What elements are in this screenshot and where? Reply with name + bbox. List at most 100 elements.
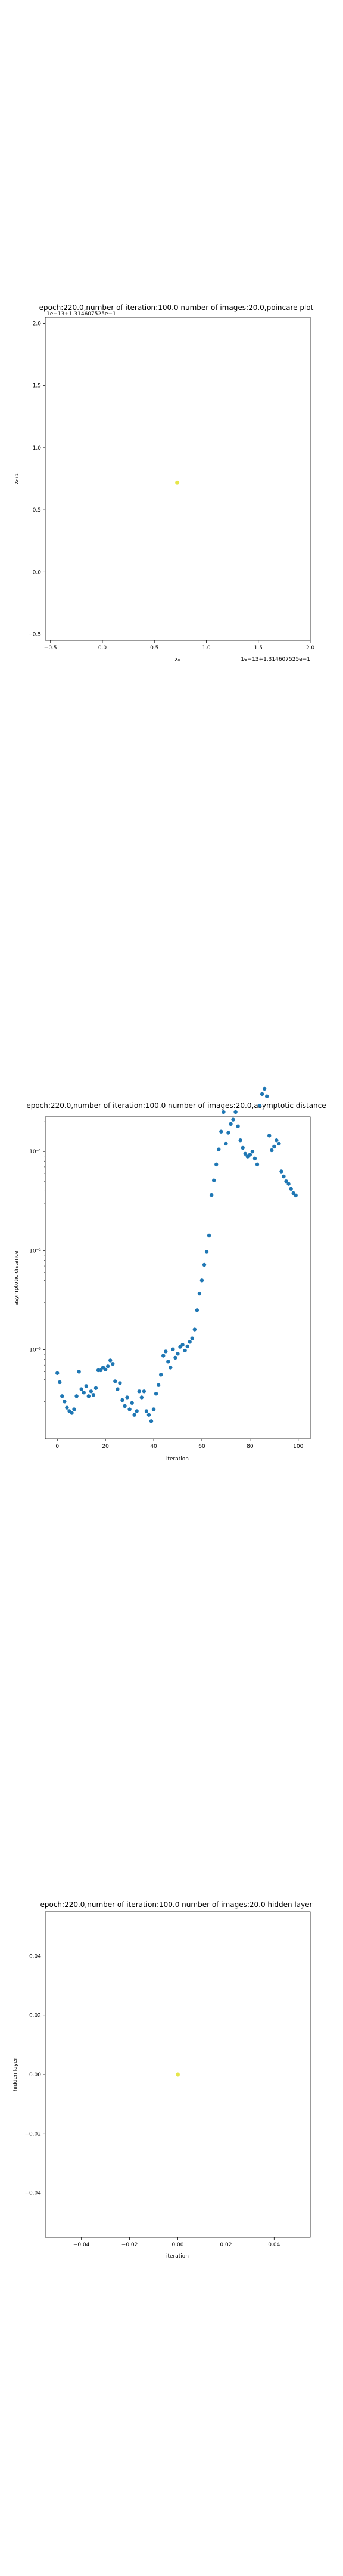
data-point — [63, 1400, 67, 1404]
y-tick-label: 1.5 — [33, 383, 41, 389]
data-point — [89, 1389, 93, 1394]
y-ticks: −0.5 0.0 0.5 1.0 1.5 2.0 — [28, 321, 45, 638]
data-point — [171, 1347, 175, 1351]
data-point — [222, 1110, 226, 1114]
data-point — [70, 1411, 74, 1415]
x-tick-label: 100 — [293, 1444, 303, 1450]
data-point — [209, 1193, 214, 1197]
y-tick-label: −0.04 — [24, 2191, 41, 2197]
data-point — [98, 1368, 103, 1373]
data-point — [60, 1394, 64, 1398]
data-point — [257, 1104, 262, 1108]
x-offset-text: 1e−13+1.314607525e−1 — [241, 657, 310, 662]
hidden-layer-chart: epoch:220.0,number of iteration:100.0 nu… — [13, 1900, 313, 2259]
y-tick-label: −0.5 — [28, 632, 41, 638]
data-point — [72, 1407, 76, 1411]
data-point — [111, 1361, 115, 1366]
data-point — [289, 1187, 293, 1191]
x-tick-label: −0.04 — [73, 2242, 90, 2248]
y-tick-label: 10⁻¹ — [29, 1149, 41, 1155]
data-point — [190, 1336, 194, 1340]
data-point — [161, 1354, 166, 1358]
x-tick-label: 0.5 — [150, 645, 158, 651]
data-point — [272, 1144, 276, 1149]
data-point — [217, 1147, 221, 1151]
data-point — [74, 1394, 79, 1398]
data-point — [58, 1380, 62, 1385]
data-point — [282, 1174, 286, 1179]
data-point — [231, 1117, 235, 1122]
data-points — [175, 480, 180, 485]
y-tick-label: 10⁻³ — [29, 1347, 41, 1353]
data-point — [108, 1358, 113, 1363]
chart-title: epoch:220.0,number of iteration:100.0 nu… — [40, 1900, 312, 1909]
data-point — [211, 1178, 216, 1182]
y-ticks: −0.04 −0.02 0.00 0.02 0.04 — [24, 1953, 45, 2197]
data-point — [86, 1394, 91, 1398]
x-tick-label: 20 — [102, 1444, 109, 1450]
data-point — [144, 1409, 149, 1413]
data-point — [248, 1153, 252, 1157]
y-tick-label: 10⁻² — [29, 1248, 41, 1254]
data-point — [132, 1413, 136, 1417]
data-point — [185, 1344, 189, 1349]
data-point — [135, 1409, 139, 1413]
data-point — [202, 1262, 207, 1267]
chart-title: epoch:220.0,number of iteration:100.0 nu… — [26, 1101, 326, 1110]
data-point — [116, 1387, 120, 1391]
data-point — [158, 1373, 163, 1377]
data-points — [176, 2072, 180, 2077]
poincare-plot-chart: epoch:220.0,number of iteration:100.0 nu… — [14, 304, 315, 662]
y-tick-label: 1.0 — [33, 445, 42, 451]
y-tick-label: 0.04 — [29, 1953, 41, 1959]
data-point — [65, 1405, 69, 1410]
data-point — [224, 1141, 228, 1146]
data-point — [139, 1395, 144, 1400]
data-point — [146, 1413, 151, 1417]
x-tick-label: 0.00 — [172, 2242, 183, 2248]
data-point — [130, 1401, 134, 1405]
x-ticks: −0.04 −0.02 0.00 0.02 0.04 — [73, 2237, 280, 2248]
y-tick-label: 0.5 — [33, 507, 41, 513]
data-point — [275, 1138, 279, 1143]
data-point — [149, 1419, 154, 1423]
data-point — [284, 1179, 288, 1184]
data-point — [113, 1379, 117, 1383]
data-point — [291, 1191, 295, 1196]
data-point — [176, 1352, 180, 1356]
data-point — [82, 1391, 86, 1395]
y-axis-label: xₙ₊₁ — [14, 473, 20, 484]
data-point — [176, 2072, 180, 2077]
data-point — [169, 1366, 173, 1370]
data-point — [233, 1110, 238, 1114]
data-point — [84, 1384, 88, 1388]
x-tick-label: 2.0 — [306, 645, 315, 651]
x-tick-label: 80 — [247, 1444, 254, 1450]
x-axis-label: iteration — [166, 2253, 189, 2259]
x-tick-label: 0.04 — [268, 2242, 280, 2248]
plot-frame — [45, 1116, 311, 1439]
data-point — [125, 1395, 129, 1400]
x-axis-label: iteration — [166, 1456, 189, 1462]
data-point — [166, 1360, 170, 1364]
data-point — [142, 1389, 146, 1394]
data-point — [277, 1141, 281, 1146]
y-tick-label: −0.02 — [24, 2131, 41, 2137]
x-tick-label: −0.5 — [44, 645, 57, 651]
data-point — [118, 1381, 122, 1385]
chart-title: epoch:220.0,number of iteration:100.0 nu… — [39, 304, 314, 312]
data-point — [262, 1086, 267, 1091]
data-point — [241, 1145, 245, 1150]
data-point — [164, 1349, 168, 1354]
data-point — [260, 1092, 264, 1097]
x-tick-label: 1.5 — [254, 645, 263, 651]
data-point — [93, 1386, 98, 1390]
data-point — [91, 1393, 96, 1397]
data-point — [79, 1387, 83, 1391]
x-tick-label: 60 — [198, 1444, 205, 1450]
data-point — [183, 1348, 187, 1353]
data-point — [270, 1148, 274, 1153]
data-point — [103, 1367, 108, 1372]
data-point — [207, 1233, 211, 1238]
data-point — [243, 1151, 247, 1156]
